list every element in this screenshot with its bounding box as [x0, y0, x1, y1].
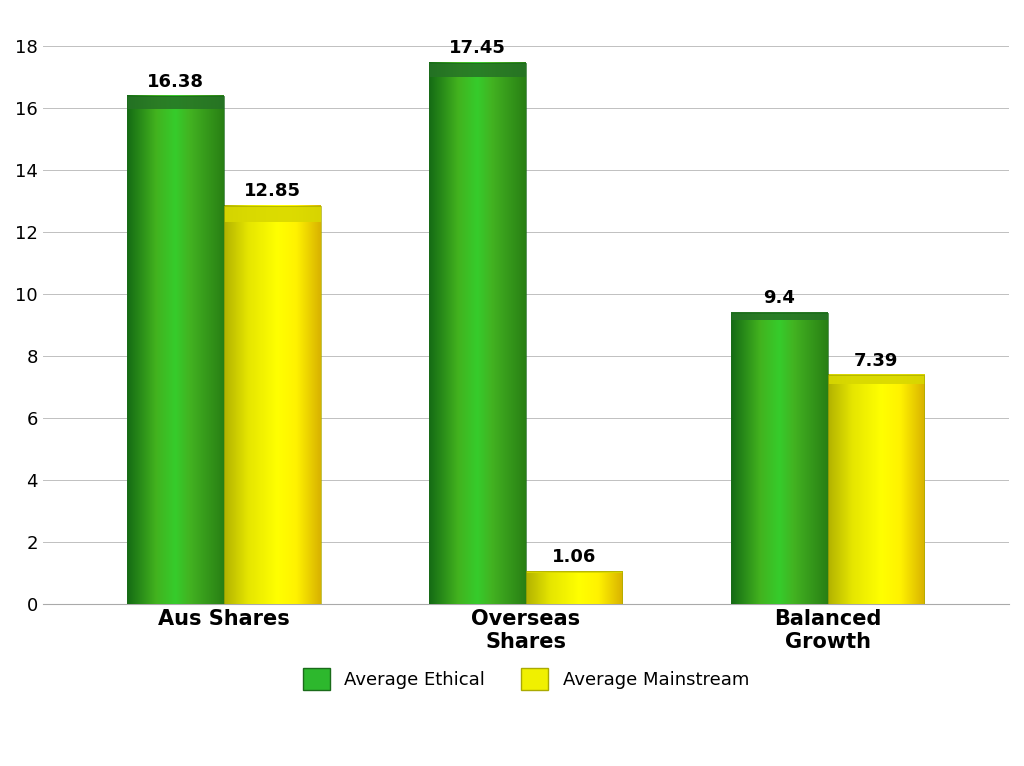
Text: 1.06: 1.06: [552, 548, 596, 566]
Bar: [127, 97, 224, 604]
Bar: [526, 571, 623, 604]
Text: 17.45: 17.45: [450, 40, 506, 57]
Text: 16.38: 16.38: [147, 73, 204, 90]
Bar: [731, 313, 827, 604]
Text: 9.4: 9.4: [764, 290, 796, 307]
Bar: [429, 63, 526, 604]
Bar: [224, 206, 321, 604]
Text: 7.39: 7.39: [854, 352, 898, 369]
Bar: [827, 375, 925, 604]
Text: 12.85: 12.85: [244, 182, 301, 200]
Legend: Average Ethical, Average Mainstream: Average Ethical, Average Mainstream: [303, 668, 750, 689]
